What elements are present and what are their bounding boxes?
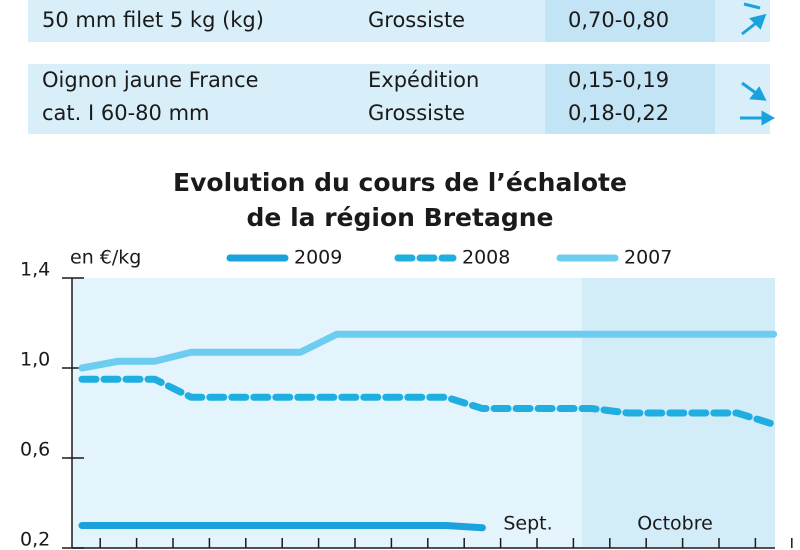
table: 50 mm filet 5 kg (kg) Grossiste 0,70-0,80 O… [42, 8, 669, 125]
table-column-bg [545, 0, 715, 134]
arrowhead [749, 13, 767, 30]
table-cell: cat. I 60-80 mm [42, 101, 209, 125]
table-cell: Oignon jaune France [42, 68, 259, 92]
legend-label: 2007 [624, 247, 672, 269]
table-cell: Grossiste [368, 101, 465, 125]
y-axis-label: en €/kg [70, 247, 141, 269]
series-line [78, 330, 778, 372]
legend-label: 2008 [462, 247, 510, 269]
table-gap [28, 42, 770, 64]
legend-label: 2009 [294, 247, 342, 269]
table-cell: 0,18-0,22 [568, 101, 669, 125]
y-tick-label: 0,2 [20, 529, 50, 550]
chart-title: de la région Bretagne [247, 203, 554, 232]
table-cell: 50 mm filet 5 kg (kg) [42, 8, 264, 32]
series-line [78, 375, 778, 428]
arrowhead [761, 110, 776, 126]
table-cell: 0,15-0,19 [568, 68, 669, 92]
chart-title: Evolution du cours de l’échalote [173, 168, 627, 197]
y-tick-label: 0,6 [20, 439, 50, 461]
series-line [78, 522, 486, 532]
table-cell: 0,70-0,80 [568, 8, 669, 32]
y-tick-label: 1,0 [20, 349, 50, 371]
trend-arrows [740, 2, 776, 126]
y-tick-label: 1,4 [20, 259, 50, 281]
annotation: Octobre [637, 513, 713, 535]
table-cell: Expédition [368, 68, 479, 92]
annotation: Sept. [503, 513, 552, 535]
table-cell: Grossiste [368, 8, 465, 32]
arrow [743, 2, 761, 10]
arrowhead [749, 86, 767, 101]
